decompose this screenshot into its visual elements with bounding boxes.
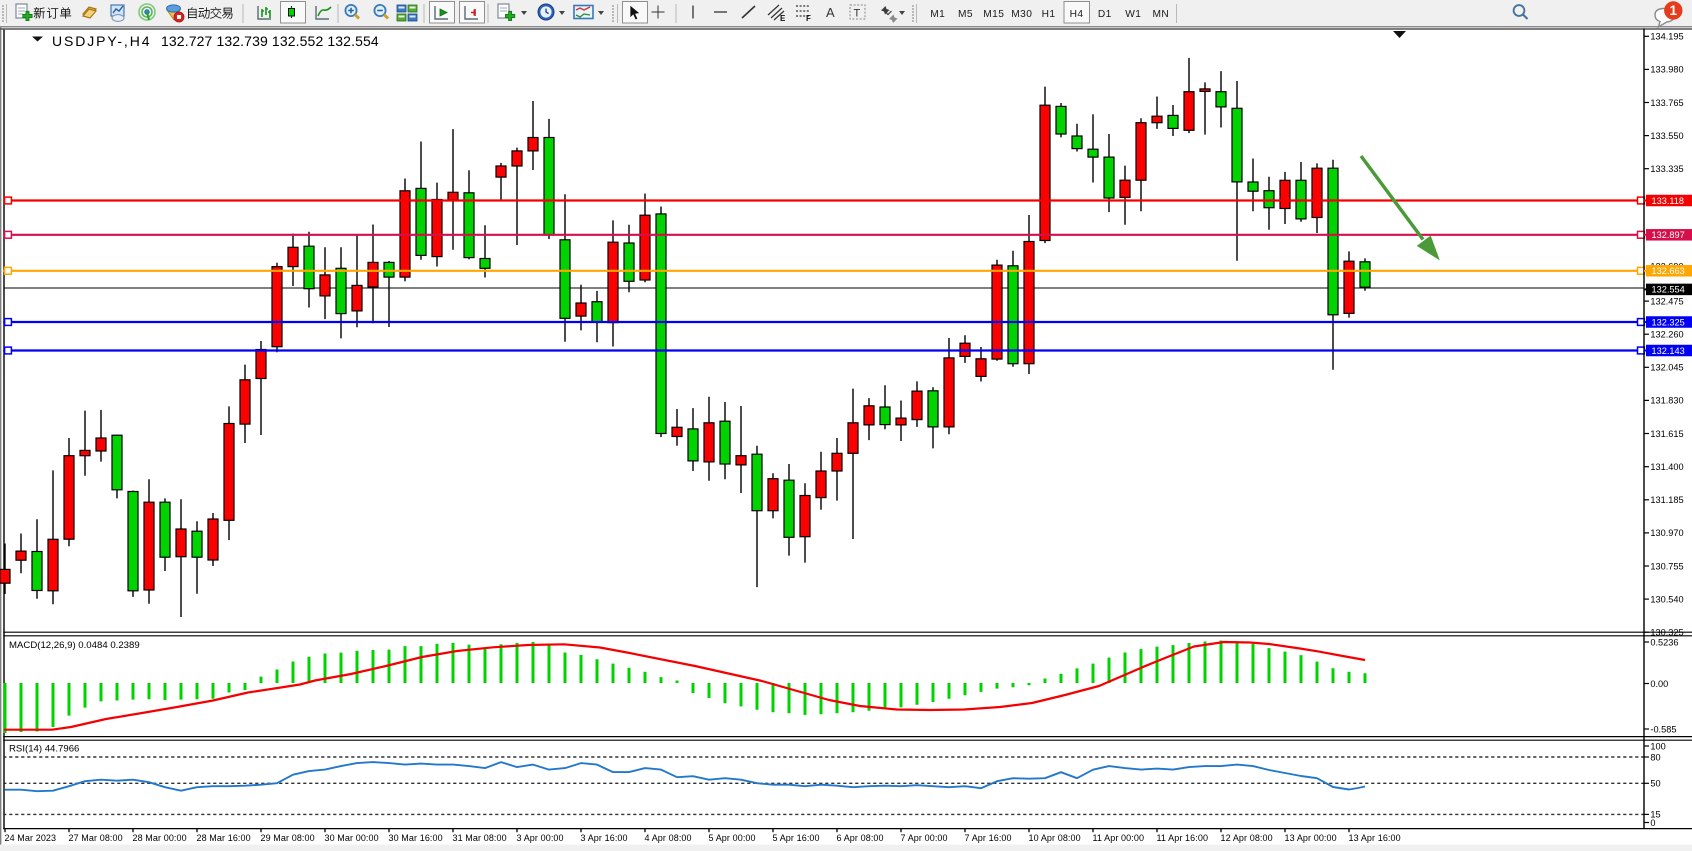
svg-text:132.325: 132.325	[1652, 317, 1685, 327]
svg-text:11 Apr 00:00: 11 Apr 00:00	[1093, 833, 1145, 843]
svg-text:-0.585: -0.585	[1650, 724, 1676, 734]
svg-text:133.335: 133.335	[1650, 164, 1683, 174]
svg-text:H4: H4	[1070, 9, 1084, 20]
svg-text:11 Apr 16:00: 11 Apr 16:00	[1157, 833, 1209, 843]
svg-text:132.554: 132.554	[1652, 285, 1685, 295]
svg-text:0: 0	[1650, 818, 1655, 828]
svg-text:131.400: 131.400	[1650, 462, 1683, 472]
svg-text:132.260: 132.260	[1650, 330, 1683, 340]
svg-text:130.755: 130.755	[1650, 561, 1683, 571]
svg-text:M1: M1	[930, 9, 945, 20]
svg-text:30 Mar 16:00: 30 Mar 16:00	[389, 833, 443, 843]
svg-text:13 Apr 00:00: 13 Apr 00:00	[1285, 833, 1337, 843]
svg-text:M30: M30	[1011, 9, 1032, 20]
svg-text:13 Apr 16:00: 13 Apr 16:00	[1349, 833, 1401, 843]
svg-text:133.118: 133.118	[1652, 196, 1685, 206]
svg-text:E: E	[780, 14, 786, 23]
svg-text:28 Mar 16:00: 28 Mar 16:00	[197, 833, 251, 843]
svg-text:7 Apr 00:00: 7 Apr 00:00	[901, 833, 948, 843]
svg-text:29 Mar 08:00: 29 Mar 08:00	[261, 833, 315, 843]
svg-text:133.550: 133.550	[1650, 131, 1683, 141]
svg-text:H1: H1	[1042, 9, 1056, 20]
svg-text:3 Apr 16:00: 3 Apr 16:00	[581, 833, 628, 843]
svg-text:10 Apr 08:00: 10 Apr 08:00	[1029, 833, 1081, 843]
svg-text:27 Mar 08:00: 27 Mar 08:00	[69, 833, 123, 843]
svg-text:130.970: 130.970	[1650, 528, 1683, 538]
svg-text:RSI(14) 44.7966: RSI(14) 44.7966	[9, 743, 79, 754]
svg-text:132.727 132.739 132.552 132.55: 132.727 132.739 132.552 132.554	[161, 33, 379, 49]
svg-text:133.765: 133.765	[1650, 98, 1683, 108]
svg-text:132.663: 132.663	[1652, 266, 1685, 276]
svg-text:130.325: 130.325	[1650, 628, 1683, 638]
svg-text:15: 15	[1650, 810, 1660, 820]
svg-text:D1: D1	[1098, 9, 1112, 20]
svg-text:130.540: 130.540	[1650, 594, 1683, 604]
svg-text:F: F	[806, 14, 811, 23]
svg-text:12 Apr 08:00: 12 Apr 08:00	[1221, 833, 1273, 843]
svg-text:A: A	[826, 5, 835, 20]
svg-text:T: T	[854, 8, 861, 20]
svg-text:131.615: 131.615	[1650, 429, 1683, 439]
svg-text:MN: MN	[1152, 9, 1169, 20]
svg-text:4 Apr 08:00: 4 Apr 08:00	[645, 833, 692, 843]
svg-text:W1: W1	[1125, 9, 1141, 20]
svg-text:132.045: 132.045	[1650, 363, 1683, 373]
svg-text:100: 100	[1650, 741, 1665, 751]
svg-text:132.143: 132.143	[1652, 346, 1685, 356]
svg-text:131.830: 131.830	[1650, 396, 1683, 406]
svg-text:131.185: 131.185	[1650, 495, 1683, 505]
svg-text:133.980: 133.980	[1650, 65, 1683, 75]
svg-text:6 Apr 08:00: 6 Apr 08:00	[837, 833, 884, 843]
svg-text:50: 50	[1650, 779, 1660, 789]
svg-text:30 Mar 00:00: 30 Mar 00:00	[325, 833, 379, 843]
svg-text:7 Apr 16:00: 7 Apr 16:00	[965, 833, 1012, 843]
svg-text:28 Mar 00:00: 28 Mar 00:00	[133, 833, 187, 843]
svg-text:5 Apr 16:00: 5 Apr 16:00	[773, 833, 820, 843]
svg-text:M5: M5	[958, 9, 973, 20]
svg-text:USDJPY-,H4: USDJPY-,H4	[52, 33, 151, 49]
svg-text:0.00: 0.00	[1650, 679, 1668, 689]
svg-text:31 Mar 08:00: 31 Mar 08:00	[453, 833, 507, 843]
svg-text:134.195: 134.195	[1650, 32, 1683, 42]
svg-text:MACD(12,26,9) 0.0484 0.2389: MACD(12,26,9) 0.0484 0.2389	[9, 640, 140, 651]
svg-text:3 Apr 00:00: 3 Apr 00:00	[517, 833, 564, 843]
svg-text:5 Apr 00:00: 5 Apr 00:00	[709, 833, 756, 843]
svg-text:132.475: 132.475	[1650, 296, 1683, 306]
svg-text:24 Mar 2023: 24 Mar 2023	[5, 833, 57, 843]
svg-text:1: 1	[1670, 3, 1678, 18]
svg-text:0.5236: 0.5236	[1650, 637, 1678, 647]
svg-text:132.897: 132.897	[1652, 230, 1685, 240]
svg-text:M15: M15	[983, 9, 1004, 20]
svg-text:80: 80	[1650, 752, 1660, 762]
